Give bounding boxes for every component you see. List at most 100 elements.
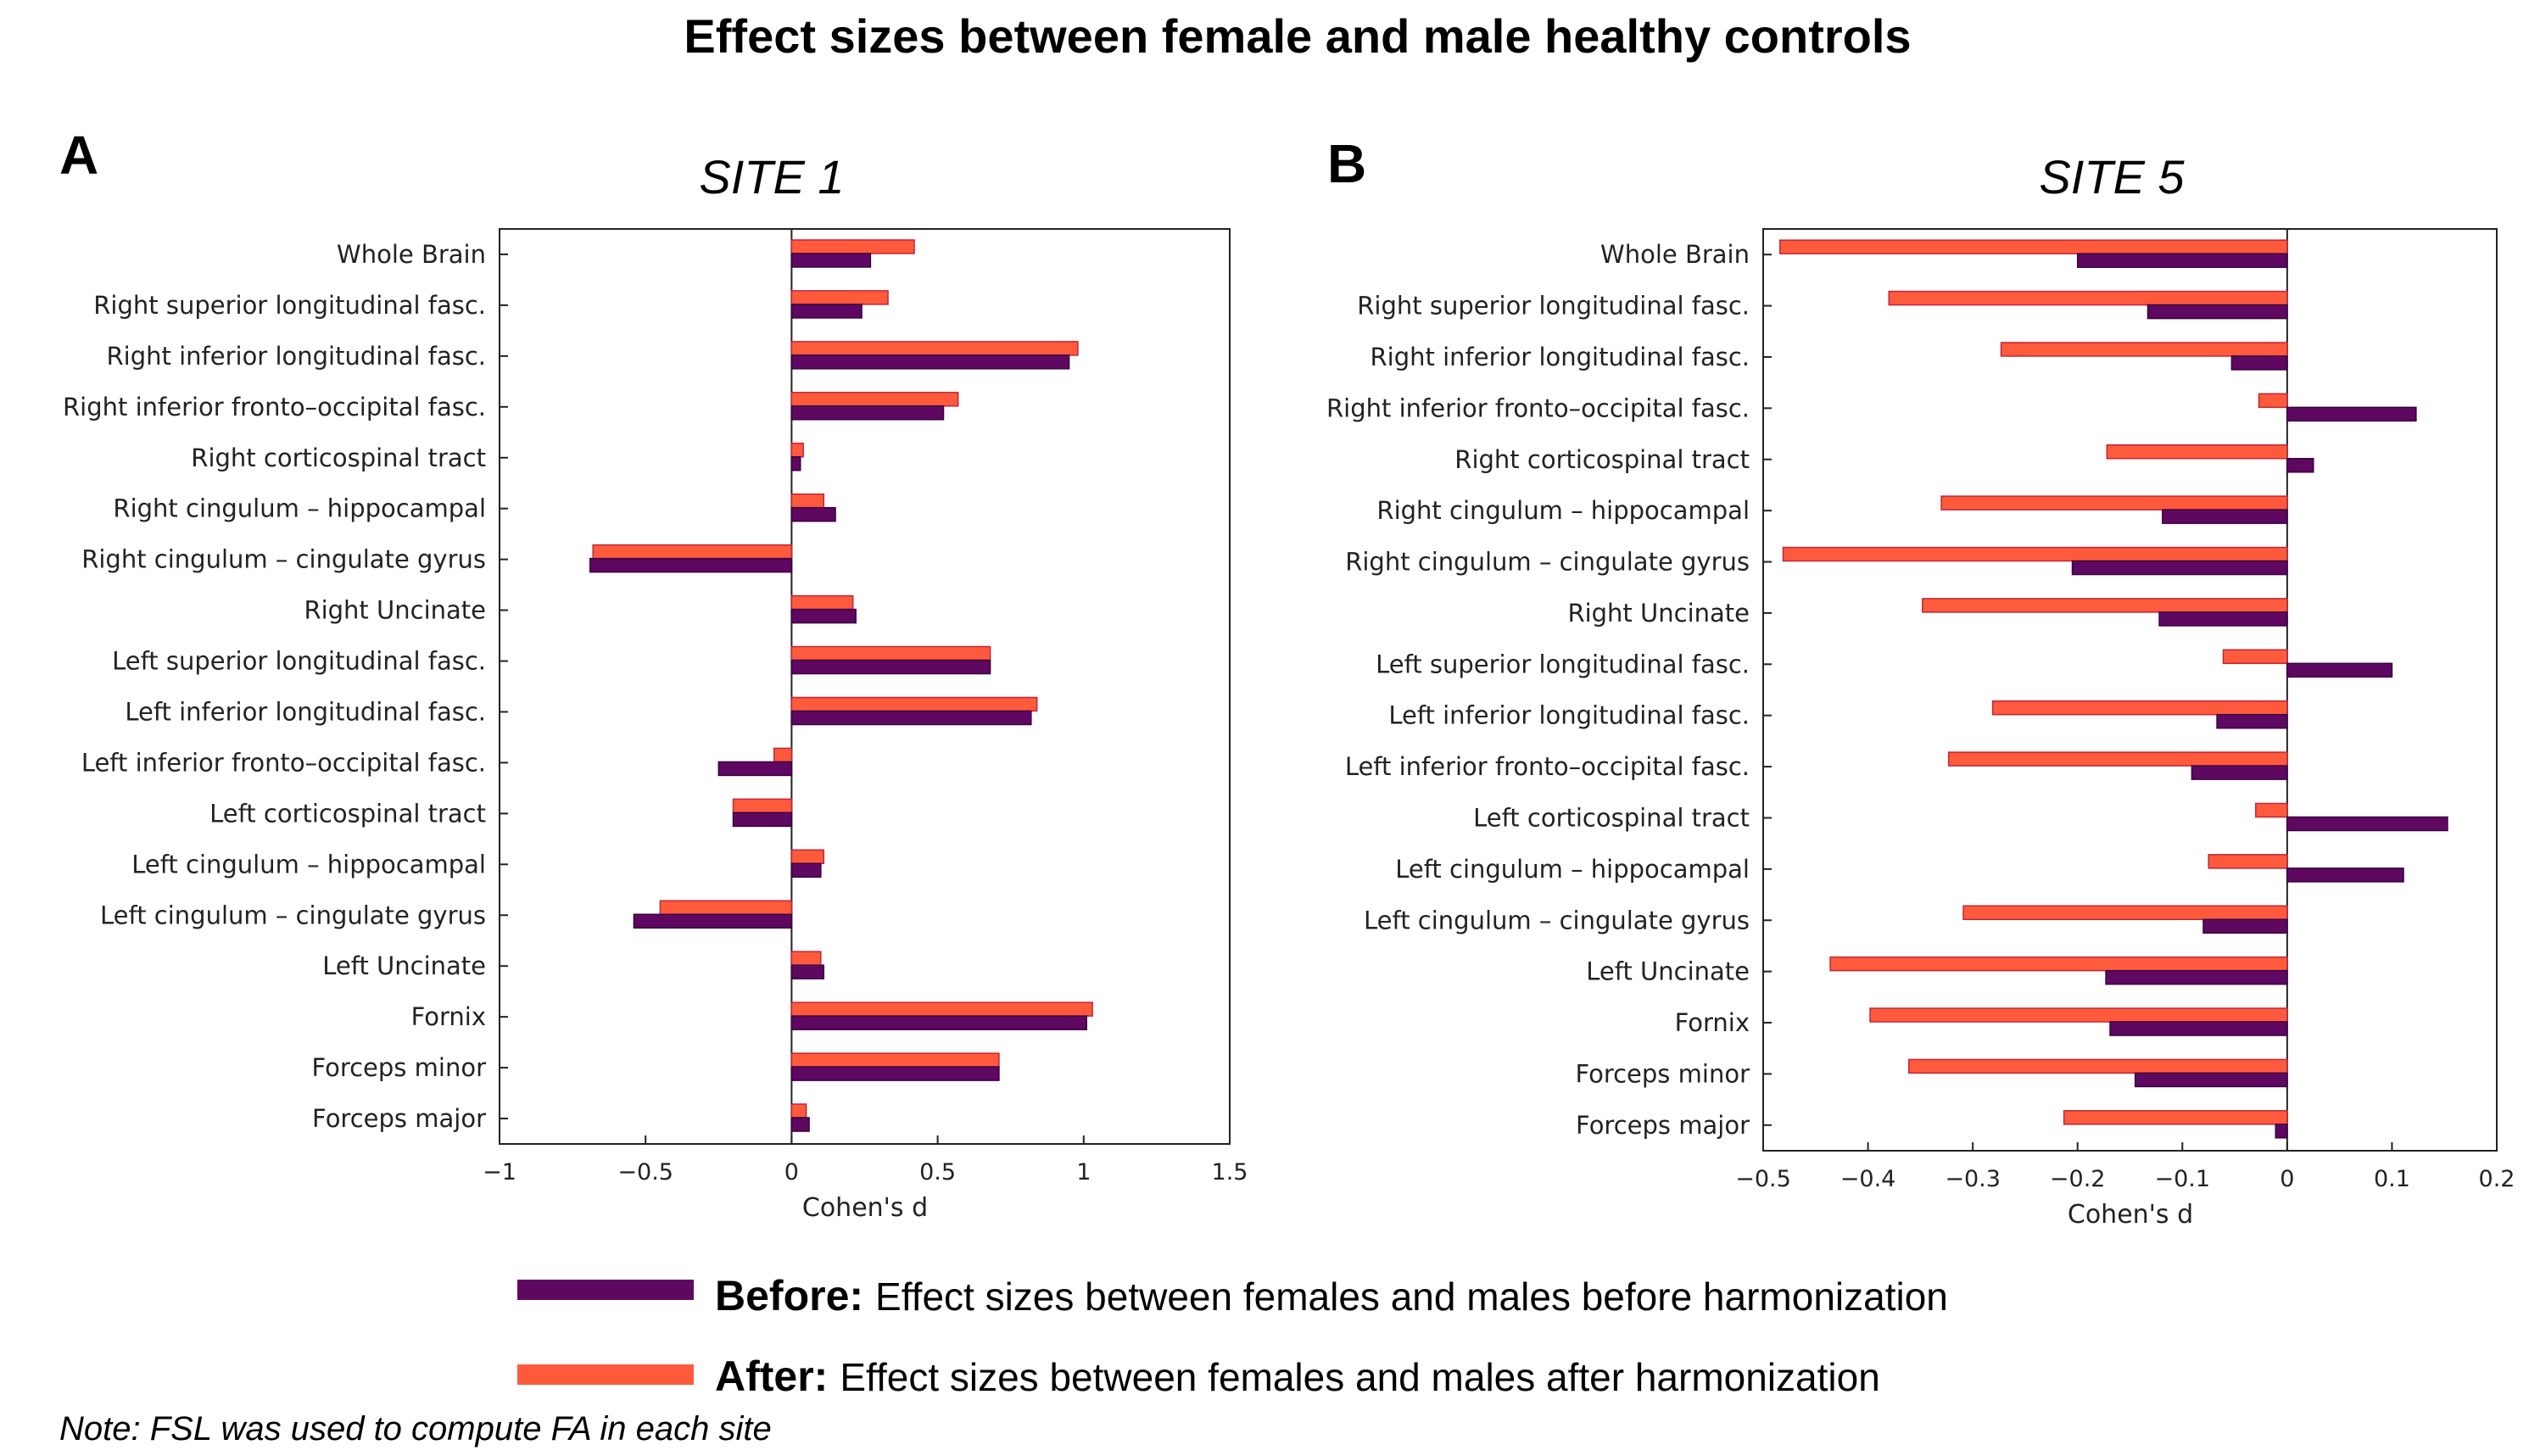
x-tick-label: 0.1 [2374, 1166, 2410, 1192]
bar-after [790, 1103, 807, 1118]
bar-before [2158, 611, 2288, 627]
bar-after [659, 900, 793, 915]
bar-after [790, 645, 991, 661]
bar-before [717, 761, 793, 777]
bar-before [790, 659, 991, 675]
bar-before [790, 354, 1070, 370]
bar-after [1888, 290, 2288, 306]
category-label: Left cingulum – hippocampal [131, 850, 486, 879]
bar-after [1779, 239, 2288, 254]
bar-after [2222, 649, 2288, 665]
bar-before [2162, 509, 2288, 524]
bar-before [790, 1066, 1000, 1081]
legend-before-bold: Before: [715, 1272, 863, 1319]
bar-after [1829, 956, 2288, 972]
legend-before-swatch [517, 1280, 694, 1300]
legend-before-text: Effect sizes between females and males b… [875, 1275, 1948, 1319]
x-tick-label: −0.5 [617, 1159, 673, 1185]
x-tick-label: 1.5 [1212, 1159, 1248, 1185]
bar-after [1947, 751, 2288, 767]
panel-title: SITE 1 [699, 150, 844, 204]
x-tick-label: −0.4 [1840, 1166, 1896, 1192]
x-tick-label: 1 [1076, 1159, 1091, 1185]
bar-before [790, 710, 1032, 726]
bar-before [2286, 662, 2393, 678]
category-label: Left corticospinal tract [1473, 803, 1750, 832]
x-tick-label: −0.2 [2050, 1166, 2106, 1192]
bar-after [1962, 905, 2288, 920]
category-label: Left inferior longitudinal fasc. [1388, 701, 1750, 730]
bar-before [732, 812, 793, 828]
bar-after [1991, 700, 2288, 716]
figure-title: Effect sizes between female and male hea… [684, 9, 1911, 63]
bar-after [2258, 393, 2288, 409]
panel-b: SITE 5 Whole Brain Right superior longitud… [1326, 150, 2515, 1230]
panel-letter-a: A [59, 125, 98, 186]
bar-before [633, 913, 793, 929]
bar-after [1869, 1007, 2288, 1023]
x-axis-label: Cohen's d [2068, 1200, 2193, 1230]
category-label: Left superior longitudinal fasc. [112, 647, 486, 676]
category-label: Left superior longitudinal fasc. [1376, 650, 1750, 678]
bar-after [790, 696, 1038, 712]
panel-a: SITE 1 Whole Brain Right superior longitud… [63, 150, 1248, 1223]
bar-before [2076, 253, 2288, 268]
category-label: Left inferior fronto–occipital fasc. [81, 748, 486, 777]
x-tick-label: 0.2 [2479, 1166, 2515, 1192]
axes-box [1762, 228, 2498, 1152]
bar-before [2286, 816, 2448, 832]
bar-after [773, 747, 793, 763]
category-label: Whole Brain [337, 240, 486, 269]
bar-after [790, 594, 854, 611]
bar-before [2191, 765, 2288, 780]
bar-before [2134, 1072, 2288, 1088]
category-label: Left Uncinate [322, 951, 486, 980]
category-label: Left cingulum – hippocampal [1395, 855, 1750, 884]
legend-after-swatch [517, 1364, 694, 1385]
bar-before [2230, 355, 2288, 371]
legend-before: Before: Effect sizes between females and … [715, 1272, 1948, 1319]
legend-after-text: Effect sizes between females and males a… [840, 1355, 1879, 1399]
category-label: Right cingulum – hippocampal [113, 494, 486, 523]
bar-before [2216, 713, 2288, 729]
bar-before [2071, 560, 2288, 576]
panel-title: SITE 5 [2039, 150, 2185, 204]
category-label: Right cingulum – cingulate gyrus [81, 545, 486, 574]
bar-after [790, 239, 915, 254]
bar-after [2106, 444, 2288, 460]
bar-after [1782, 546, 2288, 562]
category-label: Right corticospinal tract [191, 443, 486, 472]
category-label: Forceps major [312, 1104, 486, 1133]
x-tick-label: 0 [784, 1159, 799, 1185]
bar-before [2286, 406, 2417, 422]
x-tick-label: −0.1 [2155, 1166, 2211, 1192]
legend-after-bold: After: [715, 1353, 828, 1400]
category-label: Right Uncinate [304, 596, 486, 625]
category-label: Left cingulum – cingulate gyrus [1364, 906, 1750, 934]
category-label: Right inferior fronto–occipital fasc. [1326, 393, 1750, 422]
bar-after [732, 798, 793, 814]
category-label: Fornix [1675, 1008, 1750, 1037]
x-tick-label: −1 [483, 1159, 516, 1185]
bar-after [2208, 854, 2288, 869]
category-label: Forceps major [1576, 1111, 1750, 1140]
category-label: Right inferior longitudinal fasc. [1371, 343, 1750, 371]
bar-before [790, 506, 836, 522]
bar-before [2286, 867, 2404, 883]
category-label: Left cingulum – cingulate gyrus [100, 901, 486, 929]
category-label: Whole Brain [1600, 240, 1750, 269]
bar-after [790, 290, 889, 305]
bar-before [790, 964, 825, 979]
category-label: Right cingulum – cingulate gyrus [1345, 548, 1750, 577]
bar-before [790, 456, 801, 471]
category-label: Right Uncinate [1567, 599, 1750, 628]
legend-after: After: Effect sizes between females and m… [715, 1353, 1880, 1400]
bar-before [2147, 304, 2288, 320]
bar-before [790, 253, 872, 268]
bar-before [2286, 458, 2314, 473]
x-tick-label: −0.3 [1945, 1166, 2001, 1192]
bar-before [2105, 969, 2288, 985]
bar-before [790, 1117, 810, 1132]
bar-after [2255, 802, 2288, 818]
